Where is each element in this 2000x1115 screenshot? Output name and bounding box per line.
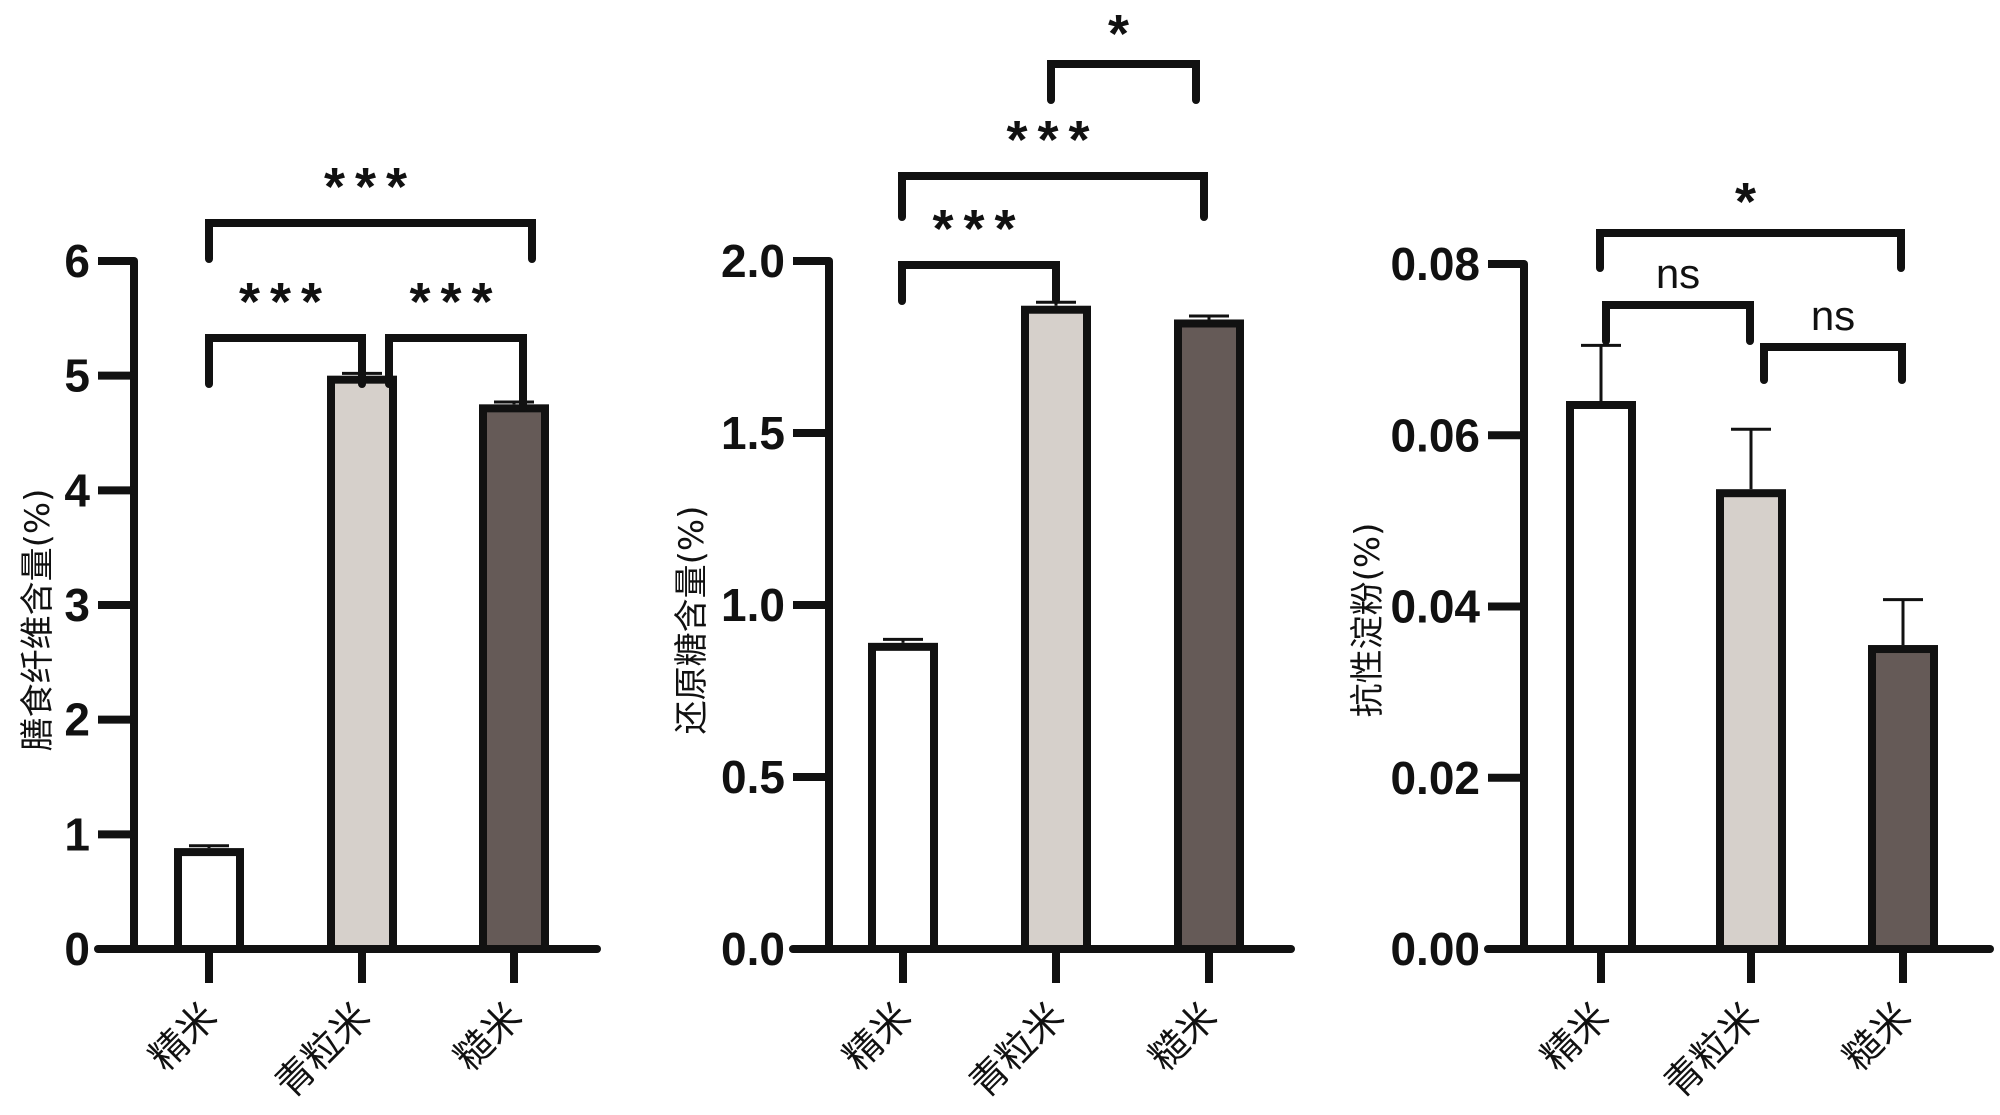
y-tick-label: 0 bbox=[64, 923, 90, 975]
y-tick-label: 5 bbox=[64, 350, 90, 402]
bar-糙米 bbox=[1868, 645, 1938, 953]
x-tick-label: 精米 bbox=[835, 994, 920, 1079]
y-tick-label: 3 bbox=[64, 579, 90, 631]
y-axis-label: 膳食纤维含量(%) bbox=[18, 489, 58, 752]
significance-bracket bbox=[898, 172, 1208, 221]
y-tick-label: 1.0 bbox=[721, 579, 785, 631]
significance-label: *** bbox=[324, 157, 417, 217]
y-tick-label: 0.0 bbox=[721, 923, 785, 975]
bar-糙米 bbox=[479, 404, 549, 954]
bar-精米 bbox=[174, 848, 244, 953]
x-tick-label: 精米 bbox=[1533, 994, 1618, 1079]
y-tick-label: 0.08 bbox=[1390, 238, 1480, 290]
significance-label: * bbox=[1735, 172, 1766, 232]
y-tick-label: 2 bbox=[64, 694, 90, 746]
significance-label: *** bbox=[932, 199, 1025, 259]
significance-label: *** bbox=[1006, 110, 1099, 170]
x-tick-label: 青粒米 bbox=[961, 994, 1073, 1106]
significance-label: ns bbox=[1811, 292, 1855, 339]
significance-label: *** bbox=[239, 272, 332, 332]
y-tick-label: 0.00 bbox=[1390, 923, 1480, 975]
x-tick-label: 糙米 bbox=[1141, 994, 1226, 1079]
significance-bracket bbox=[385, 334, 527, 412]
bar-精米 bbox=[868, 642, 938, 954]
significance-label: * bbox=[1108, 4, 1139, 64]
x-tick-label: 青粒米 bbox=[1656, 994, 1768, 1106]
significance-bracket bbox=[1760, 343, 1906, 384]
y-tick-label: 6 bbox=[64, 235, 90, 287]
x-tick-label: 精米 bbox=[141, 994, 226, 1079]
bar-青粒米 bbox=[327, 375, 397, 953]
x-tick-label: 糙米 bbox=[446, 994, 531, 1079]
y-tick-label: 4 bbox=[64, 464, 90, 516]
chart-panel-3: 0.00 0.02 0.04 0.06 0.08 抗性淀粉(%) 精米 青粒米 糙米 * ns ns bbox=[1348, 172, 1994, 1106]
x-tick-label: 青粒米 bbox=[267, 994, 379, 1106]
y-tick-label: 0.04 bbox=[1390, 581, 1480, 633]
chart-panel-1: 0 1 2 3 4 5 6 膳食纤维含量(%) 精米 青粒米 糙米 *** *** *** bbox=[18, 157, 601, 1106]
y-tick-label: 0.5 bbox=[721, 751, 785, 803]
bar-精米 bbox=[1566, 401, 1636, 953]
bar-糙米 bbox=[1174, 319, 1244, 954]
bar-青粒米 bbox=[1021, 305, 1091, 954]
y-tick-label: 2.0 bbox=[721, 235, 785, 287]
y-tick-label: 1 bbox=[64, 808, 90, 860]
significance-label: ns bbox=[1656, 250, 1700, 297]
significance-label: *** bbox=[409, 272, 502, 332]
significance-bracket bbox=[898, 261, 1060, 305]
significance-bracket bbox=[1596, 229, 1905, 272]
significance-bracket bbox=[205, 334, 366, 388]
x-tick-label: 糙米 bbox=[1835, 994, 1920, 1079]
y-tick-label: 0.02 bbox=[1390, 752, 1480, 804]
bar-青粒米 bbox=[1716, 489, 1786, 953]
significance-bracket bbox=[1047, 60, 1200, 104]
significance-bracket bbox=[205, 219, 536, 263]
y-tick-label: 1.5 bbox=[721, 407, 785, 459]
y-tick-label: 0.06 bbox=[1390, 409, 1480, 461]
y-axis-label: 抗性淀粉(%) bbox=[1348, 523, 1388, 718]
y-axis-label: 还原糖含量(%) bbox=[672, 506, 712, 735]
significance-bracket bbox=[1602, 301, 1754, 345]
